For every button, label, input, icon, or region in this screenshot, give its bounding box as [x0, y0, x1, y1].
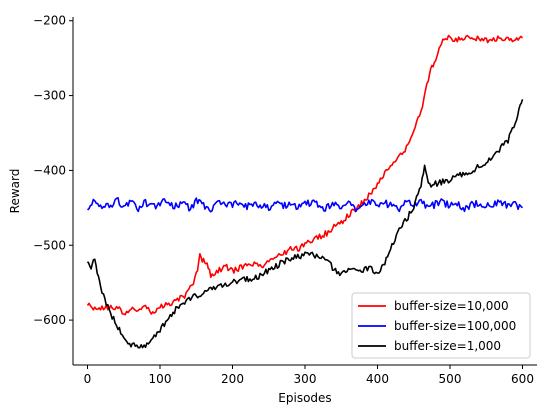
y-tick-label: −400	[33, 163, 66, 177]
legend-box	[351, 292, 531, 359]
y-tick-label: −200	[33, 14, 66, 28]
legend-label: buffer-size=1,000	[394, 339, 501, 353]
x-tick-label: 100	[149, 372, 172, 386]
series-line	[86, 197, 524, 213]
axes: 0 100 200 300 400 500 600 −600 −500 −400 −300 −200	[33, 14, 537, 386]
x-tick-label: 600	[511, 372, 534, 386]
legend-label: buffer-size=100,000	[394, 319, 516, 333]
legend: buffer-size=10,000 buffer-size=100,000 buf…	[351, 292, 531, 359]
series-line	[86, 34, 524, 316]
y-tick-label: −500	[33, 238, 66, 252]
y-tick-label: −600	[33, 313, 66, 327]
x-axis-label: Episodes	[278, 391, 331, 405]
series-line	[86, 99, 524, 349]
y-tick-label: −300	[33, 89, 66, 103]
x-tick-label: 500	[439, 372, 462, 386]
x-tick-label: 400	[366, 372, 389, 386]
series-lines	[86, 34, 524, 349]
legend-label: buffer-size=10,000	[394, 299, 509, 313]
y-axis-label: Reward	[8, 169, 22, 214]
y-ticks: −600 −500 −400 −300 −200	[33, 14, 73, 327]
x-ticks: 0 100 200 300 400 500 600	[84, 365, 534, 386]
x-tick-label: 0	[84, 372, 92, 386]
x-tick-label: 300	[294, 372, 317, 386]
x-tick-label: 200	[221, 372, 244, 386]
